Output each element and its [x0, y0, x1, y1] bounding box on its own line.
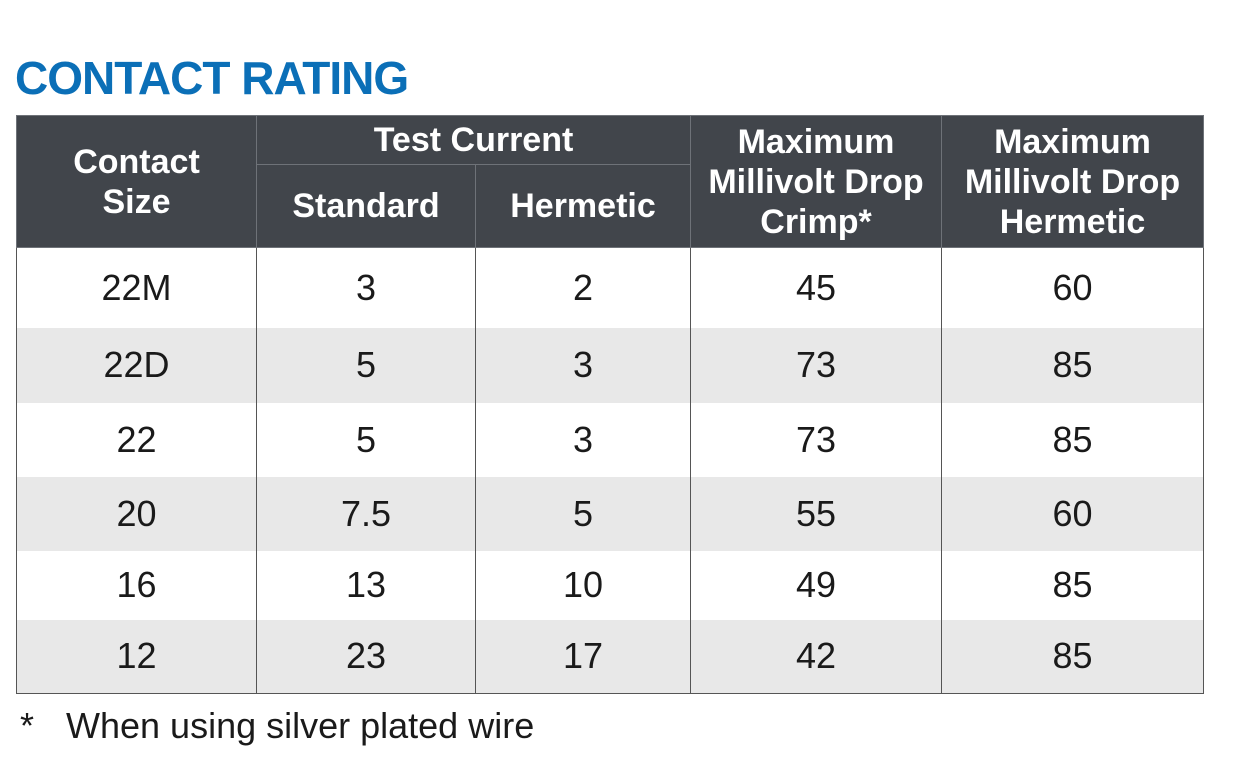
cell-contact-size: 20 — [16, 476, 257, 551]
cell-hermetic-current: 3 — [475, 402, 691, 477]
cell-contact-size: 22D — [16, 327, 257, 403]
cell-standard-current: 13 — [256, 550, 476, 620]
table-row: 16 13 10 49 85 — [16, 550, 1204, 620]
footnote: * When using silver plated wire — [20, 704, 534, 748]
header-max-drop-hermetic: Maximum Millivolt Drop Hermetic — [941, 115, 1204, 248]
cell-max-drop-crimp: 73 — [690, 402, 942, 477]
cell-max-drop-hermetic: 85 — [941, 619, 1204, 694]
cell-contact-size: 12 — [16, 619, 257, 694]
contact-rating-table: Contact Size Test Current Maximum Milliv… — [16, 115, 1204, 694]
cell-max-drop-hermetic: 85 — [941, 327, 1204, 403]
header-test-current: Test Current — [256, 115, 691, 165]
footnote-marker: * — [20, 705, 35, 746]
table-body: 22M 3 2 45 60 22D 5 3 73 85 22 5 3 73 85 20 7.5 5 55 60 16 13… — [16, 247, 1204, 694]
cell-max-drop-crimp: 42 — [690, 619, 942, 694]
table-row: 12 23 17 42 85 — [16, 619, 1204, 694]
table-row: 22M 3 2 45 60 — [16, 247, 1204, 328]
cell-standard-current: 5 — [256, 327, 476, 403]
cell-contact-size: 22 — [16, 402, 257, 477]
cell-hermetic-current: 10 — [475, 550, 691, 620]
cell-max-drop-hermetic: 85 — [941, 550, 1204, 620]
cell-max-drop-crimp: 73 — [690, 327, 942, 403]
header-standard: Standard — [256, 164, 476, 248]
cell-hermetic-current: 3 — [475, 327, 691, 403]
cell-contact-size: 22M — [16, 247, 257, 328]
cell-hermetic-current: 17 — [475, 619, 691, 694]
cell-standard-current: 5 — [256, 402, 476, 477]
table-row: 22 5 3 73 85 — [16, 402, 1204, 477]
cell-hermetic-current: 2 — [475, 247, 691, 328]
cell-standard-current: 7.5 — [256, 476, 476, 551]
cell-max-drop-crimp: 45 — [690, 247, 942, 328]
table-header: Contact Size Test Current Maximum Milliv… — [16, 115, 1204, 248]
cell-hermetic-current: 5 — [475, 476, 691, 551]
cell-max-drop-hermetic: 60 — [941, 247, 1204, 328]
page-title: CONTACT RATING — [15, 52, 409, 104]
table-row: 22D 5 3 73 85 — [16, 327, 1204, 403]
cell-standard-current: 23 — [256, 619, 476, 694]
header-hermetic: Hermetic — [475, 164, 691, 248]
cell-standard-current: 3 — [256, 247, 476, 328]
cell-max-drop-crimp: 55 — [690, 476, 942, 551]
header-max-drop-crimp: Maximum Millivolt Drop Crimp* — [690, 115, 942, 248]
cell-contact-size: 16 — [16, 550, 257, 620]
table-row: 20 7.5 5 55 60 — [16, 476, 1204, 551]
cell-max-drop-hermetic: 85 — [941, 402, 1204, 477]
cell-max-drop-crimp: 49 — [690, 550, 942, 620]
footnote-text: When using silver plated wire — [66, 705, 535, 746]
cell-max-drop-hermetic: 60 — [941, 476, 1204, 551]
header-contact-size: Contact Size — [16, 115, 257, 248]
